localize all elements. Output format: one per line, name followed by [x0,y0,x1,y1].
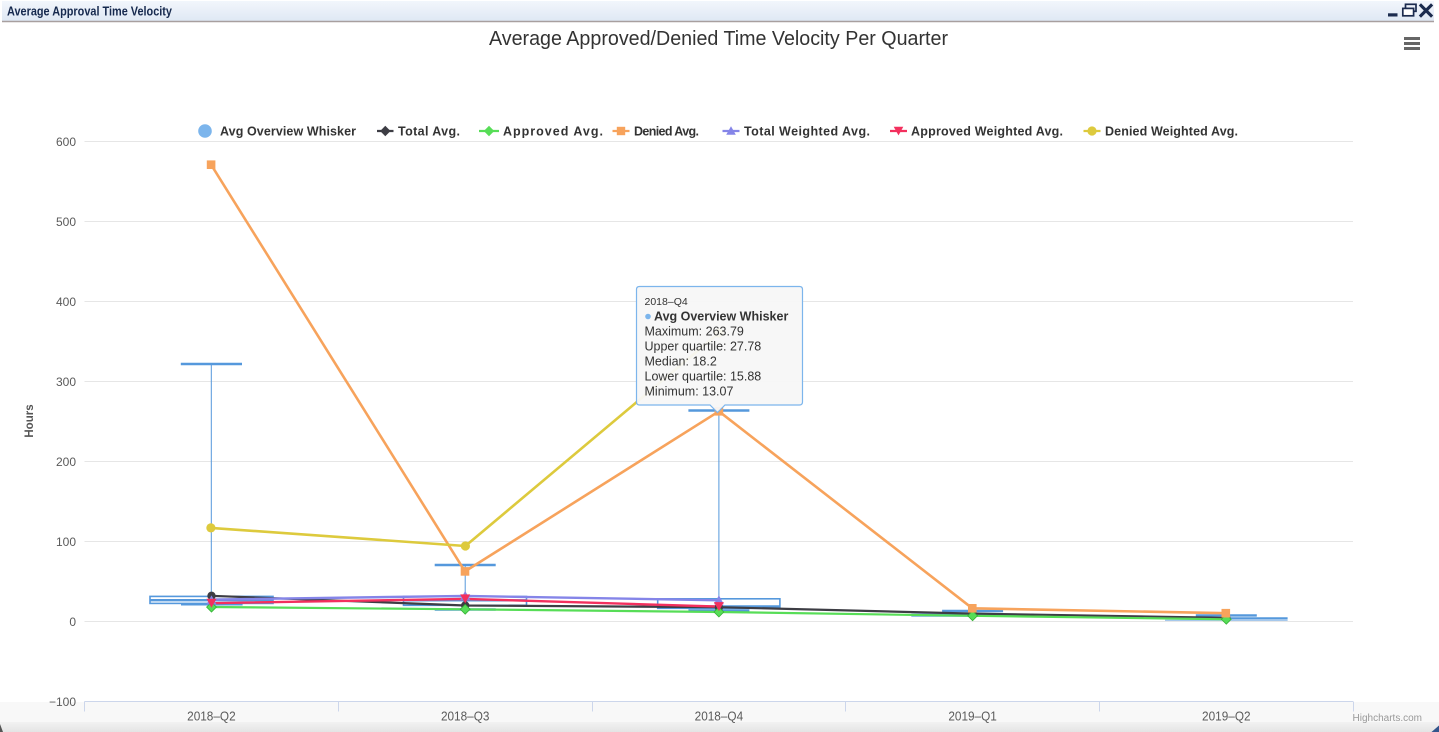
svg-text:Lower quartile: 15.88: Lower quartile: 15.88 [645,370,762,384]
svg-text:Denied Weighted Avg.: Denied Weighted Avg. [1105,125,1238,139]
svg-text:Denied Avg.: Denied Avg. [634,125,699,139]
svg-text:Median: 18.2: Median: 18.2 [645,355,717,369]
svg-text:300: 300 [56,375,76,389]
svg-text:Highcharts.com: Highcharts.com [1353,713,1422,724]
svg-text:2018–Q2: 2018–Q2 [187,709,236,724]
svg-text:Average Approval Time Velocity: Average Approval Time Velocity [7,5,172,19]
svg-text:Average Approved/Denied Time V: Average Approved/Denied Time Velocity Pe… [489,28,948,50]
svg-text:Total Weighted Avg.: Total Weighted Avg. [744,125,870,139]
svg-text:2018–Q3: 2018–Q3 [441,709,490,724]
svg-text:0: 0 [69,615,76,629]
svg-text:600: 600 [56,135,76,149]
svg-text:−100: −100 [49,695,76,709]
svg-text:Avg Overview Whisker: Avg Overview Whisker [220,125,356,139]
svg-text:Maximum: 263.79: Maximum: 263.79 [645,325,744,339]
svg-text:Approved Avg.: Approved Avg. [503,125,603,139]
svg-text:Upper quartile: 27.78: Upper quartile: 27.78 [645,340,762,354]
svg-text:Approved Weighted Avg.: Approved Weighted Avg. [911,125,1063,139]
svg-text:Hours: Hours [24,404,36,437]
svg-text:2019–Q2: 2019–Q2 [1202,709,1251,724]
svg-text:Avg Overview Whisker: Avg Overview Whisker [654,310,788,324]
svg-text:200: 200 [56,455,76,469]
svg-text:400: 400 [56,295,76,309]
svg-text:500: 500 [56,215,76,229]
svg-text:2019–Q1: 2019–Q1 [948,709,997,724]
svg-text:Minimum: 13.07: Minimum: 13.07 [645,385,734,399]
svg-text:100: 100 [56,535,76,549]
svg-text:2018–Q4: 2018–Q4 [645,296,688,308]
svg-text:Total Avg.: Total Avg. [398,125,460,139]
svg-text:2018–Q4: 2018–Q4 [695,709,744,724]
